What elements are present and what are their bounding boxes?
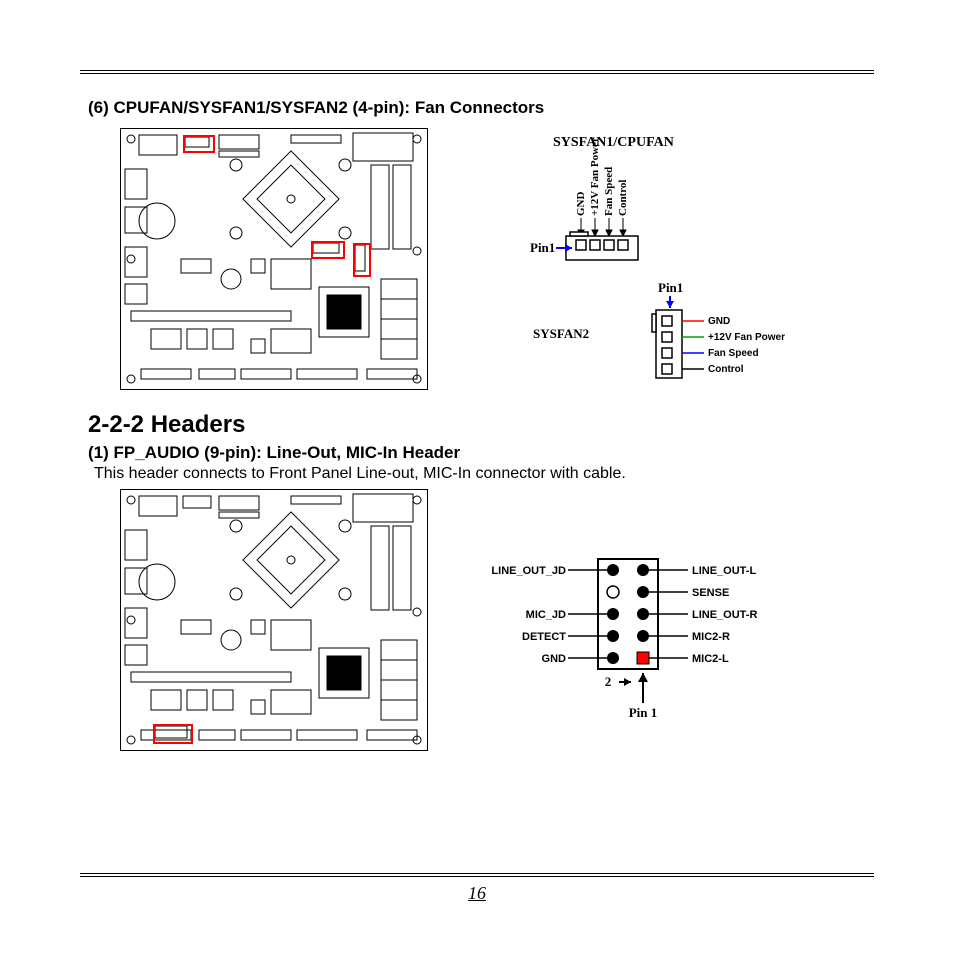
pin1-label-1: Pin1 <box>530 240 555 255</box>
sysfan2-speed: Fan Speed <box>708 348 759 359</box>
audio-l-4: GND <box>542 653 567 665</box>
headers-title: 2-2-2 Headers <box>88 411 874 439</box>
fan-diagrams: SYSFAN1/CPUFAN GND +12V Fan Power Fan Sp… <box>438 128 874 403</box>
page-number: 16 <box>80 883 874 904</box>
sysfan2-12v: +12V Fan Power <box>708 332 785 343</box>
audio-diagram: LINE_OUT_JD MIC_JD DETECT GND LINE_OUT-L… <box>438 489 874 754</box>
audio-l-0: LINE_OUT_JD <box>491 565 566 577</box>
motherboard-diagram-2 <box>120 489 428 751</box>
sysfan1-label: SYSFAN1/CPUFAN <box>553 135 674 150</box>
fan-pin-12v: +12V Fan Power <box>589 137 601 216</box>
fp-audio-row: LINE_OUT_JD MIC_JD DETECT GND LINE_OUT-L… <box>80 489 874 754</box>
footer: 16 <box>80 873 874 904</box>
bottom-rule <box>80 873 874 877</box>
audio-r-0: LINE_OUT-L <box>692 565 756 577</box>
motherboard-diagram-1 <box>120 128 428 390</box>
audio-r-2: LINE_OUT-R <box>692 609 757 621</box>
sysfan2-gnd: GND <box>708 316 730 327</box>
sysfan2-label: SYSFAN2 <box>533 326 589 341</box>
sysfan2-ctrl: Control <box>708 364 744 375</box>
page: (6) CPUFAN/SYSFAN1/SYSFAN2 (4-pin): Fan … <box>0 0 954 954</box>
audio-r-4: MIC2-L <box>692 653 729 665</box>
highlight-box <box>153 724 193 744</box>
section6-row: SYSFAN1/CPUFAN GND +12V Fan Power Fan Sp… <box>80 128 874 403</box>
pin1-label-audio: Pin 1 <box>629 705 658 720</box>
highlight-box <box>183 135 215 153</box>
audio-r-1: SENSE <box>692 587 729 599</box>
fp-audio-title: (1) FP_AUDIO (9-pin): Line-Out, MIC-In H… <box>88 443 874 463</box>
fan-pin-gnd: GND <box>575 192 587 217</box>
pin2-label: 2 <box>605 674 612 689</box>
fp-audio-desc: This header connects to Front Panel Line… <box>94 465 874 483</box>
highlight-box <box>311 241 345 259</box>
pin1-label-2: Pin1 <box>658 280 683 295</box>
top-rule <box>80 70 874 74</box>
audio-l-2: MIC_JD <box>526 609 566 621</box>
audio-r-3: MIC2-R <box>692 631 730 643</box>
highlight-box <box>353 243 371 277</box>
fan-pin-ctrl: Control <box>617 180 629 216</box>
section6-title: (6) CPUFAN/SYSFAN1/SYSFAN2 (4-pin): Fan … <box>88 98 874 118</box>
audio-l-3: DETECT <box>522 631 566 643</box>
fan-pin-speed: Fan Speed <box>603 167 615 216</box>
